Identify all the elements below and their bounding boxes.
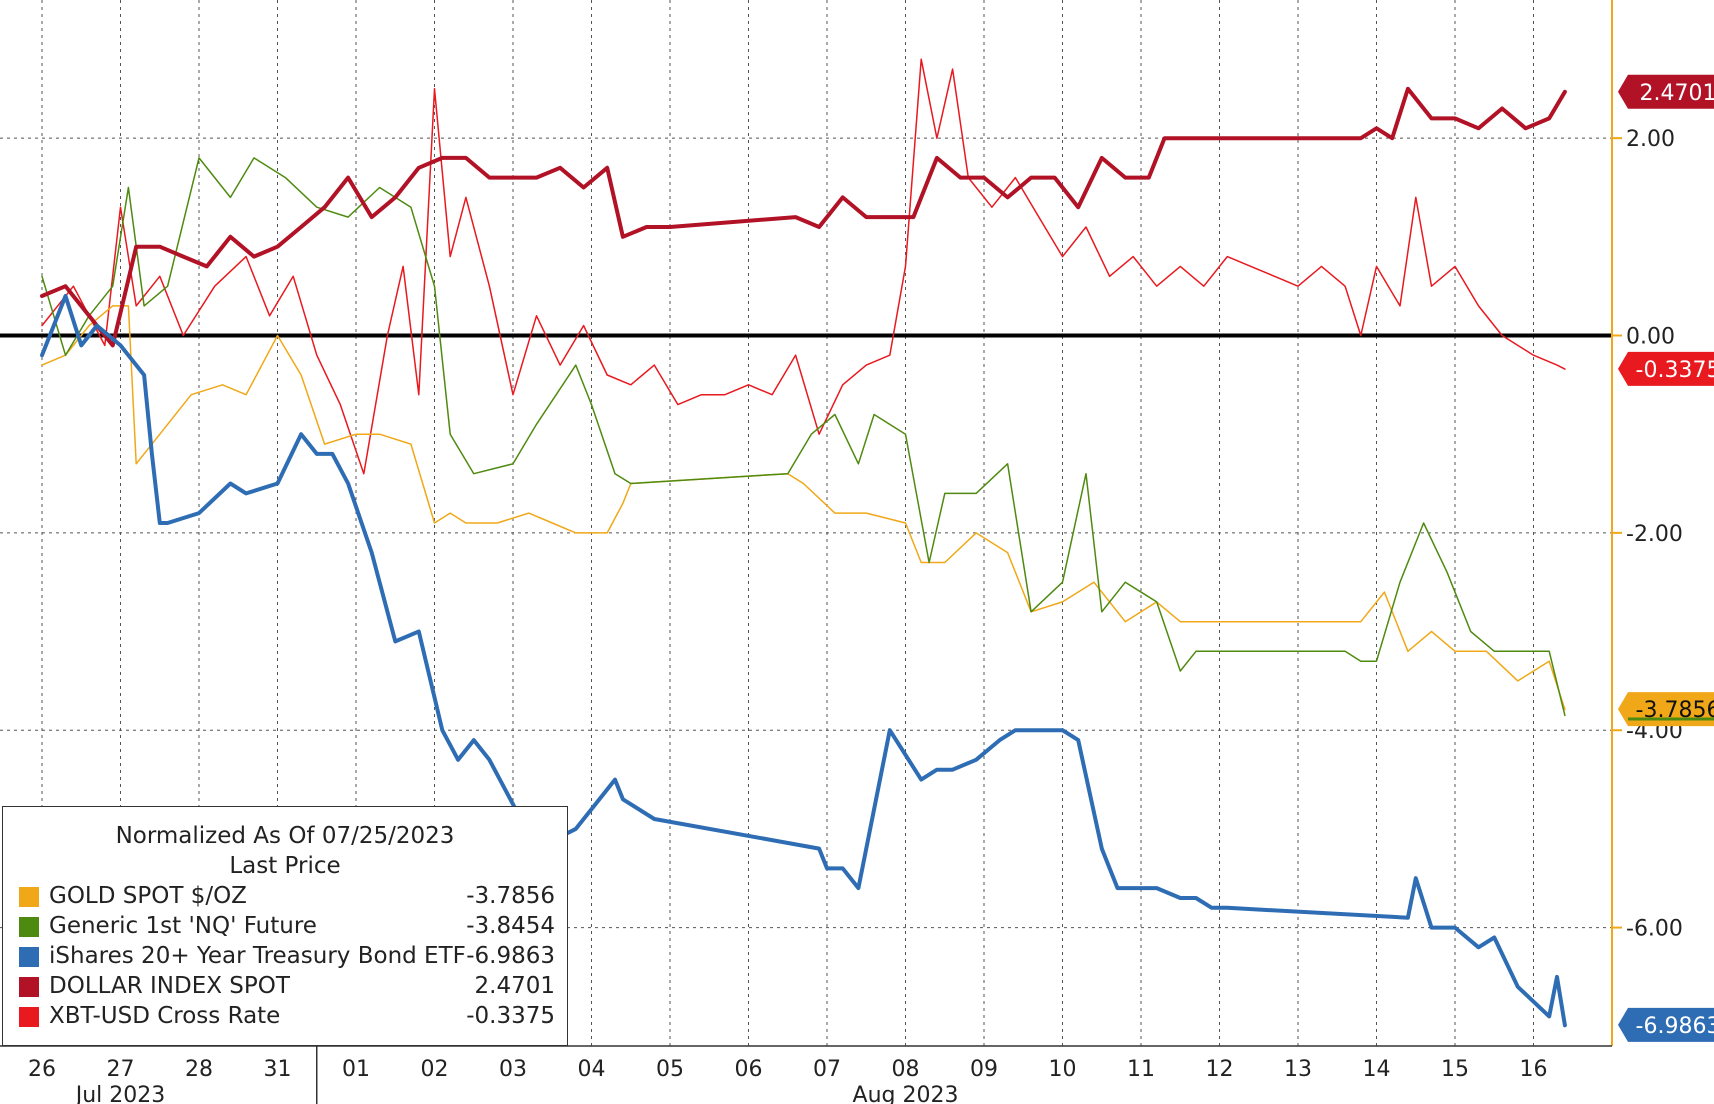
x-tick-label: 12	[1206, 1057, 1234, 1082]
x-tick-label: 02	[421, 1057, 449, 1082]
legend-name-tlt: iShares 20+ Year Treasury Bond ETF	[49, 943, 466, 969]
last-value-tags: 2.4701 -0.3375 -3.7856 -6.9863	[1618, 74, 1714, 1042]
series-line-nq	[41, 157, 1566, 717]
x-tick-label: 26	[28, 1057, 56, 1082]
tag-background	[1618, 74, 1714, 109]
legend-swatch-dxy	[19, 977, 39, 997]
x-tick-label: 28	[185, 1057, 213, 1082]
legend-item: iShares 20+ Year Treasury Bond ETF -6.98…	[3, 941, 567, 971]
legend-item: XBT-USD Cross Rate -0.3375	[3, 1001, 567, 1031]
last-value-tag-gold: -3.7856	[1618, 692, 1714, 727]
series-line-gold	[41, 305, 1566, 711]
legend-value-dxy: 2.4701	[474, 973, 555, 999]
series-line-xbt	[41, 58, 1566, 475]
x-tick-label: 16	[1520, 1057, 1548, 1082]
x-tick-label: 08	[892, 1057, 920, 1082]
x-tick-label: 27	[107, 1057, 135, 1082]
series-line-dxy	[40, 86, 1567, 348]
bottom-axis: 26 27 28 31 01 02 03 04 05 06 07 08 09 10 11 12 13 14 15 16…	[0, 1045, 1612, 1104]
x-tick-label: 07	[813, 1057, 841, 1082]
x-tick-label: 01	[342, 1057, 370, 1082]
legend-name-nq: Generic 1st 'NQ' Future	[49, 913, 317, 939]
y-tick-label: -2.00	[1626, 522, 1683, 547]
x-tick-label: 09	[970, 1057, 998, 1082]
legend-name-xbt: XBT-USD Cross Rate	[49, 1003, 281, 1029]
y-tick-label: -6.00	[1626, 917, 1683, 942]
x-tick-label: 14	[1363, 1057, 1391, 1082]
series-layer	[40, 58, 1567, 1028]
x-tick-label: 05	[656, 1057, 684, 1082]
legend-value-tlt: -6.9863	[466, 943, 555, 969]
x-tick-label: 13	[1284, 1057, 1312, 1082]
legend-name-gold: GOLD SPOT $/OZ	[49, 883, 247, 909]
last-value-tag-tlt: -6.9863	[1618, 1007, 1714, 1042]
month-label: Aug 2023	[853, 1083, 959, 1104]
y-tick-label: 2.00	[1626, 127, 1675, 152]
legend: Normalized As Of 07/25/2023 Last Price G…	[2, 806, 568, 1046]
legend-item: GOLD SPOT $/OZ -3.7856	[3, 881, 567, 911]
x-tick-label: 15	[1441, 1057, 1469, 1082]
month-label: Jul 2023	[74, 1083, 166, 1104]
legend-swatch-xbt	[19, 1007, 39, 1027]
legend-value-nq: -3.8454	[466, 913, 555, 939]
legend-header-last-price: Last Price	[229, 853, 341, 879]
last-value-tag-dxy: 2.4701	[1618, 74, 1714, 109]
x-tick-label: 03	[499, 1057, 527, 1082]
tag-background	[1618, 351, 1714, 386]
legend-value-xbt: -0.3375	[466, 1003, 555, 1029]
x-tick-label: 10	[1049, 1057, 1077, 1082]
tag-background	[1618, 1007, 1714, 1042]
x-tick-label: 04	[578, 1057, 606, 1082]
series-line-tlt	[40, 294, 1567, 1028]
tag-label: 2.4701	[1640, 81, 1714, 106]
legend-name-dxy: DOLLAR INDEX SPOT	[49, 973, 290, 999]
legend-value-gold: -3.7856	[466, 883, 555, 909]
x-tick-label: 31	[264, 1057, 292, 1082]
right-axis: 2.000.00-2.00-4.00-6.00	[1611, 0, 1683, 1046]
legend-header-normalized: Normalized As Of 07/25/2023	[115, 823, 455, 849]
x-tick-label: 11	[1127, 1057, 1155, 1082]
tag-label: -0.3375	[1636, 358, 1714, 383]
last-value-tag-xbt: -0.3375	[1618, 351, 1714, 386]
tag-label: -6.9863	[1636, 1014, 1714, 1039]
legend-item: Generic 1st 'NQ' Future -3.8454	[3, 911, 567, 941]
y-tick-label: 0.00	[1626, 325, 1675, 350]
legend-swatch-tlt	[19, 947, 39, 967]
x-tick-label: 06	[735, 1057, 763, 1082]
legend-swatch-gold	[19, 887, 39, 907]
legend-item: DOLLAR INDEX SPOT 2.4701	[3, 971, 567, 1001]
legend-swatch-nq	[19, 917, 39, 937]
